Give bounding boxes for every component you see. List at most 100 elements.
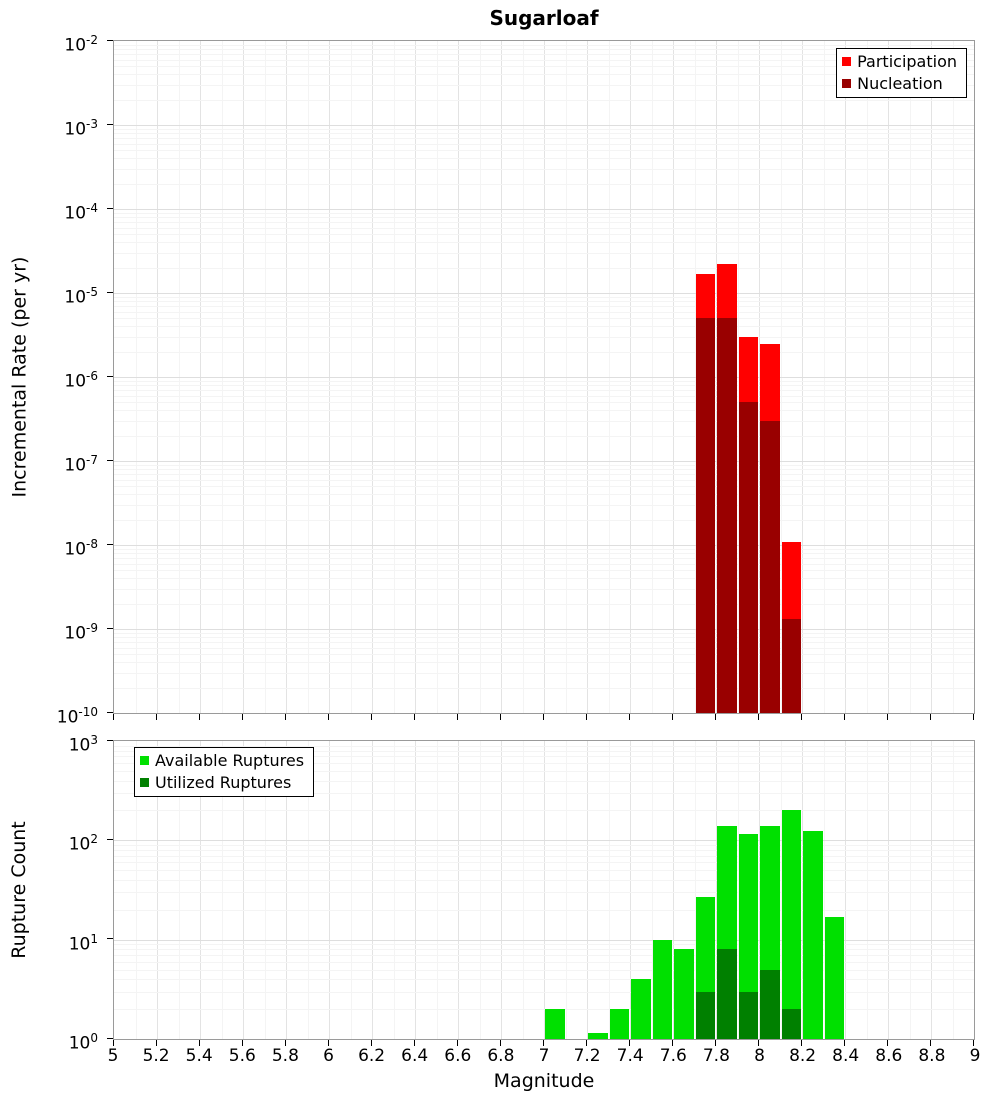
- gridline-horizontal: [114, 504, 974, 506]
- gridline-vertical: [737, 741, 739, 1039]
- x-tick-mark: [672, 714, 673, 720]
- x-tick-mark: [113, 714, 114, 720]
- x-tick-label: 5: [107, 1046, 119, 1066]
- y-tick-label: 10-4: [64, 201, 98, 224]
- gridline-horizontal: [114, 745, 974, 747]
- x-tick-mark: [242, 714, 243, 720]
- y-tick-mark: [107, 1037, 113, 1039]
- x-tick-label: 8.6: [875, 1046, 903, 1066]
- gridline-vertical: [780, 741, 782, 1039]
- y-tick-label: 10-3: [64, 117, 98, 140]
- bar-nucleation: [781, 619, 801, 713]
- y-axis-ticks-rate: 10-2 10-3 10-4 10-5 10-6 10-7 10-8 10-9 10-10: [0, 33, 113, 728]
- gridline-vertical: [221, 741, 223, 1039]
- chart-title: Sugarloaf: [489, 6, 599, 30]
- legend-label: Participation: [857, 52, 957, 71]
- x-tick-mark: [242, 1040, 243, 1046]
- gridline-vertical: [587, 741, 588, 1039]
- gridline-vertical: [264, 741, 266, 1039]
- gridline-vertical: [565, 741, 567, 1039]
- y-tick-mark: [107, 543, 113, 545]
- y-tick-mark: [107, 375, 113, 377]
- gridline-horizontal: [114, 252, 974, 254]
- gridline-horizontal: [114, 296, 974, 298]
- y-tick-mark: [107, 740, 113, 741]
- x-tick-mark: [371, 1040, 372, 1046]
- y-tick-mark: [107, 711, 113, 713]
- x-tick-mark: [672, 1040, 673, 1046]
- y-tick-mark: [107, 838, 113, 840]
- x-tick-mark: [586, 1040, 587, 1046]
- gridline-horizontal: [114, 336, 974, 338]
- x-tick-label: 5.8: [271, 1046, 299, 1066]
- gridline-horizontal: [114, 212, 974, 214]
- bar-available-ruptures: [803, 830, 823, 1039]
- gridline-horizontal: [114, 654, 974, 656]
- gridline-horizontal: [114, 642, 974, 643]
- bar-utilized-ruptures: [738, 991, 758, 1039]
- gridline-horizontal: [114, 209, 974, 210]
- gridline-vertical: [823, 741, 825, 1039]
- gridline-vertical: [651, 741, 653, 1039]
- incremental-rate-plot: Incremental Rate (per yr) 10-2 10-3 10-4 10…: [0, 33, 1000, 728]
- y-tick-label: 102: [68, 832, 98, 855]
- bar-available-ruptures: [652, 939, 672, 1039]
- gridline-horizontal: [114, 578, 974, 580]
- y-tick-label: 10-6: [64, 369, 98, 392]
- y-tick-mark: [107, 123, 113, 125]
- gridline-horizontal: [114, 390, 974, 391]
- gridline-vertical: [307, 741, 309, 1039]
- gridline-horizontal: [114, 969, 974, 971]
- gridline-vertical: [888, 741, 889, 1039]
- x-tick-mark: [801, 714, 802, 720]
- gridline-horizontal: [114, 377, 974, 378]
- gridline-horizontal: [114, 780, 974, 782]
- x-axis-tick-labels: 5 5.2 5.4 5.6 5.8 6 6.2 6.4 6.6 6.8 7 7.2 7.4 7.6 7.8 8…: [0, 1046, 1000, 1068]
- x-tick-mark: [758, 1040, 759, 1046]
- x-tick-mark: [500, 1040, 501, 1046]
- legend-label: Utilized Ruptures: [155, 773, 292, 792]
- gridline-vertical: [608, 741, 610, 1039]
- gridline-horizontal: [114, 380, 974, 382]
- y-tick-label: 103: [68, 733, 98, 756]
- gridline-horizontal: [114, 662, 974, 664]
- gridline-horizontal: [114, 939, 974, 941]
- gridline-vertical: [522, 741, 524, 1039]
- gridline-vertical: [200, 741, 201, 1039]
- gridline-horizontal: [114, 125, 974, 126]
- gridline-horizontal: [114, 603, 974, 605]
- gridline-horizontal: [114, 548, 974, 550]
- gridline-horizontal: [114, 326, 974, 328]
- legend-label: Available Ruptures: [155, 751, 305, 770]
- gridline-horizontal: [114, 961, 974, 963]
- gridline-horizontal: [114, 588, 974, 590]
- bar-available-ruptures: [631, 979, 651, 1039]
- gridline-horizontal: [114, 99, 974, 101]
- x-tick-mark: [801, 1040, 802, 1046]
- gridline-horizontal: [114, 750, 974, 752]
- bar-available-ruptures: [588, 1033, 608, 1039]
- gridline-horizontal: [114, 168, 974, 170]
- bar-nucleation: [717, 318, 737, 713]
- x-tick-mark: [199, 714, 200, 720]
- gridline-horizontal: [114, 855, 974, 857]
- gridline-horizontal: [114, 474, 974, 475]
- x-tick-mark: [543, 1040, 544, 1046]
- x-tick-mark: [973, 1040, 974, 1046]
- legend-swatch-icon: [140, 778, 149, 787]
- gridline-horizontal: [114, 844, 974, 846]
- gridline-vertical: [716, 741, 717, 1039]
- gridline-horizontal: [114, 792, 974, 794]
- x-tick-label: 8.2: [789, 1046, 817, 1066]
- legend-label: Nucleation: [857, 74, 943, 93]
- x-tick-mark: [156, 1040, 157, 1046]
- x-tick-mark: [285, 1040, 286, 1046]
- x-tick-mark: [285, 714, 286, 720]
- gridline-horizontal: [114, 849, 974, 851]
- gridline-horizontal: [114, 385, 974, 387]
- gridline-horizontal: [114, 944, 974, 946]
- gridline-vertical: [458, 741, 459, 1039]
- gridline-horizontal: [114, 553, 974, 555]
- x-tick-label: 6.6: [444, 1046, 472, 1066]
- gridline-vertical: [673, 741, 674, 1039]
